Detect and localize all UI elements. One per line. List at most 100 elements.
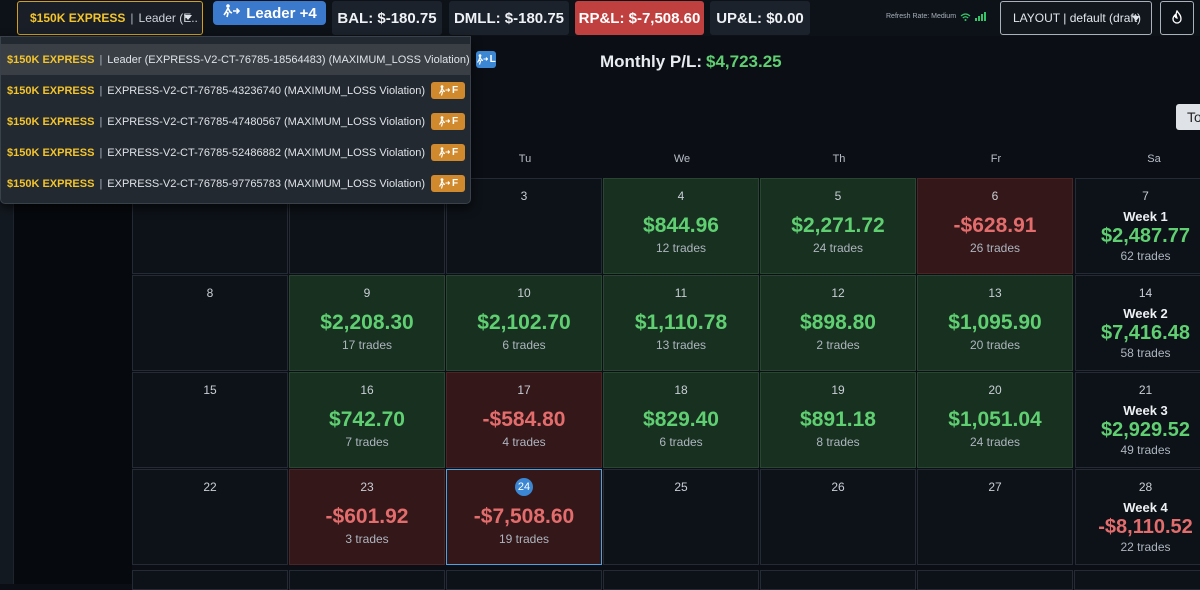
calendar-day[interactable]: 12 $898.80 2 trades bbox=[760, 275, 916, 371]
account-separator: | bbox=[130, 11, 134, 25]
weekday-header-sa: Sa bbox=[1147, 153, 1161, 165]
day-trade-count: 4 trades bbox=[502, 435, 546, 449]
calendar-day[interactable]: 5 $2,271.72 24 trades bbox=[760, 178, 916, 274]
day-pl-amount: -$7,508.60 bbox=[473, 505, 575, 528]
day-pl-amount: $742.70 bbox=[329, 408, 405, 431]
day-trade-count: 26 trades bbox=[969, 241, 1021, 255]
account-separator: | bbox=[99, 115, 103, 128]
calendar-day[interactable]: 25 bbox=[603, 469, 759, 565]
account-size-badge: $150K EXPRESS bbox=[7, 177, 95, 190]
account-option[interactable]: $150K EXPRESS | EXPRESS-V2-CT-76785-524868… bbox=[1, 137, 471, 168]
day-number: 21 bbox=[1138, 383, 1153, 397]
calendar-day[interactable]: 16 $742.70 7 trades bbox=[289, 372, 445, 468]
day-number: 24 bbox=[515, 478, 533, 496]
calendar-day[interactable]: 17 -$584.80 4 trades bbox=[446, 372, 602, 468]
chevron-down-icon bbox=[1132, 16, 1140, 21]
day-pl-amount: -$601.92 bbox=[325, 505, 409, 528]
calendar-day[interactable]: 3 bbox=[446, 178, 602, 274]
calendar-next-row-cell bbox=[1074, 570, 1200, 590]
unrealized-pl-stat: UP&L: $0.00 bbox=[710, 1, 810, 35]
calendar-day[interactable]: 18 $829.40 6 trades bbox=[603, 372, 759, 468]
day-trade-count: 12 trades bbox=[655, 241, 707, 255]
calendar-day[interactable]: 15 bbox=[132, 372, 288, 468]
account-option[interactable]: $150K EXPRESS | EXPRESS-V2-CT-76785-977657… bbox=[1, 168, 471, 199]
account-option[interactable]: $150K EXPRESS | EXPRESS-V2-CT-76785-474805… bbox=[1, 106, 471, 137]
calendar-day[interactable]: 27 bbox=[917, 469, 1073, 565]
calendar-day[interactable]: 26 bbox=[760, 469, 916, 565]
calendar-day[interactable]: 20 $1,051.04 24 trades bbox=[917, 372, 1073, 468]
day-trade-count: 24 trades bbox=[969, 435, 1021, 449]
calendar-next-row-cell bbox=[760, 570, 916, 590]
today-button[interactable]: To bbox=[1176, 104, 1200, 130]
dmll-stat: DMLL: $-180.75 bbox=[449, 1, 569, 35]
day-number: 5 bbox=[834, 189, 842, 203]
account-option[interactable]: $150K EXPRESS | EXPRESS-V2-CT-76785-432367… bbox=[1, 75, 471, 106]
tag-letter: F bbox=[451, 178, 459, 189]
tag-letter: L bbox=[489, 54, 496, 65]
refresh-rate-label: Refresh Rate: Medium bbox=[886, 13, 957, 20]
day-number: 27 bbox=[988, 480, 1002, 494]
copy-trader-icon bbox=[438, 178, 450, 189]
day-number: 20 bbox=[988, 383, 1002, 397]
day-trade-count: 17 trades bbox=[341, 338, 393, 352]
copy-trader-icon bbox=[438, 85, 450, 96]
day-number: 14 bbox=[1138, 286, 1153, 300]
calendar-day[interactable]: 9 $2,208.30 17 trades bbox=[289, 275, 445, 371]
account-option[interactable]: $150K EXPRESS | Leader (EXPRESS-V2-CT-7678… bbox=[1, 44, 496, 75]
leader-copy-button[interactable]: Leader +4 bbox=[213, 1, 326, 25]
theme-button[interactable] bbox=[1160, 1, 1194, 35]
layout-select-value: LAYOUT | default (draft) bbox=[1013, 11, 1142, 25]
day-number: 6 bbox=[991, 189, 999, 203]
account-separator: | bbox=[99, 84, 103, 97]
account-select-value: Leader (E... bbox=[138, 11, 199, 25]
week-label: Week 1 bbox=[1123, 209, 1168, 224]
week-pl-amount: $2,929.52 bbox=[1101, 419, 1190, 441]
day-number: 4 bbox=[677, 189, 685, 203]
week-summary-cell[interactable]: 28 Week 4 -$8,110.52 22 trades bbox=[1075, 469, 1200, 565]
day-pl-amount: $1,051.04 bbox=[948, 408, 1042, 431]
day-pl-amount: $2,208.30 bbox=[320, 311, 414, 334]
week-summary-cell[interactable]: 14 Week 2 $7,416.48 58 trades bbox=[1075, 275, 1200, 371]
account-option-label: EXPRESS-V2-CT-76785-47480567 (MAXIMUM_LO… bbox=[107, 115, 426, 128]
day-number: 9 bbox=[363, 286, 371, 300]
day-trade-count: 3 trades bbox=[345, 532, 389, 546]
layout-select[interactable]: LAYOUT | default (draft) bbox=[1000, 1, 1152, 35]
calendar-day[interactable]: 19 $891.18 8 trades bbox=[760, 372, 916, 468]
day-trade-count: 8 trades bbox=[816, 435, 860, 449]
weekday-header-th: Th bbox=[832, 153, 846, 165]
calendar-day[interactable]: 22 bbox=[132, 469, 288, 565]
leader-follower-icon bbox=[222, 4, 241, 22]
account-option-label: EXPRESS-V2-CT-76785-43236740 (MAXIMUM_LO… bbox=[107, 84, 426, 97]
copy-trader-icon bbox=[438, 147, 450, 158]
balance-stat: BAL: $-180.75 bbox=[332, 1, 442, 35]
calendar-day[interactable]: 13 $1,095.90 20 trades bbox=[917, 275, 1073, 371]
account-size-badge: $150K EXPRESS bbox=[7, 146, 95, 159]
day-trade-count: 6 trades bbox=[502, 338, 546, 352]
signal-bars-icon bbox=[975, 12, 987, 21]
calendar-day[interactable]: 8 bbox=[132, 275, 288, 371]
day-pl-amount: $2,102.70 bbox=[477, 311, 571, 334]
calendar-day[interactable]: 6 -$628.91 26 trades bbox=[917, 178, 1073, 274]
calendar-day[interactable]: 10 $2,102.70 6 trades bbox=[446, 275, 602, 371]
day-number: 17 bbox=[517, 383, 531, 397]
calendar-day[interactable]: 23 -$601.92 3 trades bbox=[289, 469, 445, 565]
follower-tag: F bbox=[431, 144, 466, 161]
tag-letter: F bbox=[451, 85, 459, 96]
calendar-day[interactable]: 4 $844.96 12 trades bbox=[603, 178, 759, 274]
week-summary-cell[interactable]: 7 Week 1 $2,487.77 62 trades bbox=[1075, 178, 1200, 274]
week-trade-count: 58 trades bbox=[1120, 346, 1171, 360]
tag-letter: F bbox=[451, 116, 459, 127]
calendar-day[interactable]: 11 $1,110.78 13 trades bbox=[603, 275, 759, 371]
day-pl-amount: $898.80 bbox=[800, 311, 876, 334]
day-trade-count: 6 trades bbox=[659, 435, 703, 449]
day-number: 25 bbox=[674, 480, 688, 494]
flame-icon bbox=[1171, 9, 1183, 27]
account-select[interactable]: $150K EXPRESS | Leader (E... bbox=[17, 1, 203, 35]
week-summary-cell[interactable]: 21 Week 3 $2,929.52 49 trades bbox=[1075, 372, 1200, 468]
week-trade-count: 62 trades bbox=[1120, 249, 1171, 263]
refresh-rate-indicator[interactable]: Refresh Rate: Medium bbox=[886, 12, 987, 21]
day-trade-count: 24 trades bbox=[812, 241, 864, 255]
day-number: 15 bbox=[203, 383, 217, 397]
calendar-day-today[interactable]: 24 -$7,508.60 19 trades bbox=[446, 469, 602, 565]
week-label: Week 2 bbox=[1123, 306, 1168, 321]
